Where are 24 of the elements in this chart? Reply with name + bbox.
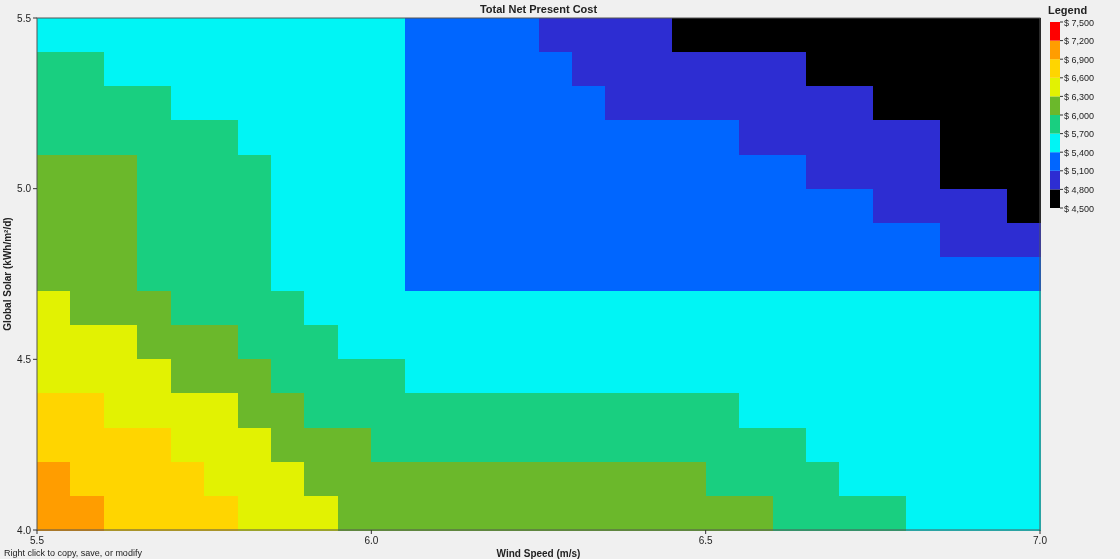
text: Right click to copy, save, or modify [4,548,143,558]
color-bar-label: $ 4,500 [1064,203,1095,214]
color-bar-label: $ 5,400 [1064,147,1095,158]
x-tick-label: 6.0 [364,535,379,546]
color-bar-label: $ 6,300 [1064,91,1095,102]
color-bar-label: $ 6,000 [1064,110,1095,121]
color-bar-label: $ 5,100 [1064,166,1095,177]
y-axis-title: Global Solar (kWh/m²/d) [2,217,13,331]
color-bar-label: $ 5,700 [1064,129,1095,140]
x-axis-title: Wind Speed (m/s) [496,548,581,559]
color-bar-label: $ 4,800 [1064,184,1095,195]
y-tick-label: 5.0 [17,183,32,195]
y-tick-label: 5.5 [17,12,32,24]
x-tick-label: 5.5 [30,535,45,546]
color-bar-label: $ 7,500 [1064,17,1095,28]
legend-title: Legend [1048,4,1088,16]
y-tick-label: 4.5 [17,353,32,365]
color-bar-label: $ 6,900 [1064,54,1095,65]
y-tick-label: 4.0 [17,524,32,536]
color-bar-label: $ 7,200 [1064,36,1095,47]
x-tick-label: 7.0 [1033,535,1048,546]
chart-title: Total Net Present Cost [479,3,598,15]
color-bar-label: $ 6,600 [1064,73,1095,84]
x-tick-label: 6.5 [698,535,714,546]
